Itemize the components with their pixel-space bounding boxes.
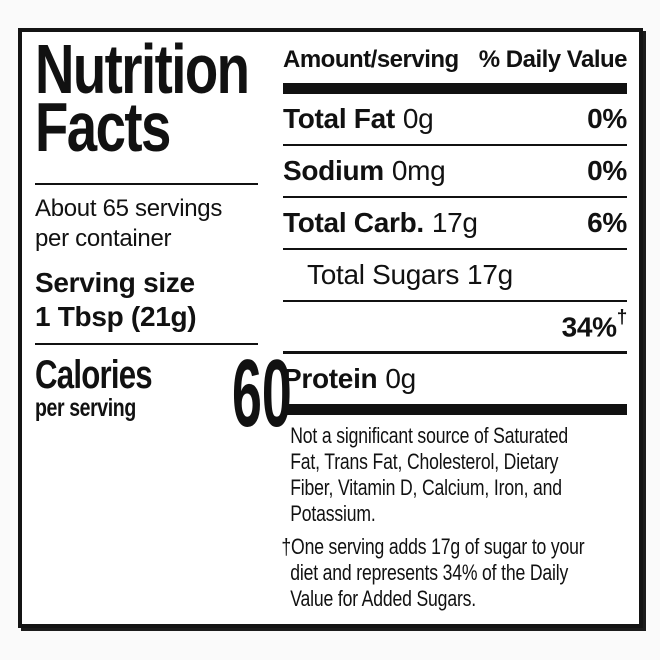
footnote-line: †One serving adds 17g of sugar to your: [281, 534, 584, 560]
title-divider: [35, 183, 258, 185]
column-headers: Amount/serving % Daily Value: [283, 32, 628, 74]
percent-daily-value-header: % Daily Value: [478, 46, 628, 73]
left-column: Nutrition Facts About 65 servings per co…: [35, 30, 292, 442]
serving-size-divider: [35, 343, 258, 345]
nutrient-amount: 0g: [402, 103, 434, 134]
nutrient-row-total-fat: Total Fat 0g 0%: [283, 94, 627, 146]
nutrient-amount: 0g: [385, 363, 416, 394]
thick-bar-bottom: [283, 404, 627, 415]
amount-per-serving-header: Amount/serving: [283, 46, 459, 73]
nutrient-name: Total Carb.: [283, 207, 424, 238]
nutrient-name: Total Fat: [283, 103, 395, 134]
added-sugars-daily-value: 34%†: [561, 306, 628, 343]
serving-size-label: Serving size: [35, 267, 195, 298]
calories-value: 60: [231, 340, 292, 447]
calories-per-serving-label: per serving: [35, 394, 136, 422]
footnote-line-text: One serving adds 17g of sugar to your: [291, 534, 585, 559]
nutrition-facts-label: Nutrition Facts About 65 servings per co…: [18, 28, 643, 628]
nutrient-daily-value: 6%: [587, 207, 627, 238]
footnote-line: diet and represents 34% of the Daily: [290, 560, 569, 585]
serving-size-value: 1 Tbsp (21g): [35, 301, 197, 332]
nutrient-row-total-carb: Total Carb. 17g 6%: [283, 198, 627, 250]
footnote-line: Fat, Trans Fat, Cholesterol, Dietary: [290, 449, 559, 474]
nutrient-amount: 17g: [431, 207, 478, 238]
footnote-line: Potassium.: [290, 501, 376, 526]
nutrient-name: Sodium: [283, 155, 384, 186]
nutrient-amount: 0mg: [391, 155, 446, 186]
nutrient-amount: 17g: [467, 259, 513, 290]
nutrient-daily-value: 0%: [587, 155, 627, 186]
dagger-superscript: †: [616, 306, 628, 328]
right-column: Amount/serving % Daily Value Total Fat 0…: [281, 32, 628, 612]
footnotes: Not a significant source of Saturated Fa…: [281, 423, 584, 612]
added-sugars-percent: 34%: [561, 311, 617, 343]
calories-label-block: Calories per serving: [35, 353, 153, 422]
footnote-line: Fiber, Vitamin D, Calcium, Iron, and: [290, 475, 562, 500]
dagger-mark: †: [281, 534, 292, 559]
nutrient-row-sodium: Sodium 0mg 0%: [283, 146, 627, 198]
title-line-2: Facts: [35, 88, 171, 166]
servings-line-1: About 65 servings: [35, 195, 223, 222]
nutrient-row-protein: Protein 0g: [283, 354, 627, 404]
serving-size: Serving size 1 Tbsp (21g): [35, 266, 263, 334]
nutrition-facts-title: Nutrition Facts: [35, 30, 250, 166]
calories-label: Calories: [35, 353, 153, 397]
footnote-not-significant: Not a significant source of Saturated Fa…: [290, 423, 568, 527]
footnote-line: Value for Added Sugars.: [290, 586, 477, 611]
footnote-added-sugars: †One serving adds 17g of sugar to your d…: [281, 534, 584, 612]
nutrient-name: Protein: [283, 363, 378, 394]
servings-per-container: About 65 servings per container: [35, 194, 263, 254]
thick-bar-top: [283, 83, 627, 94]
nutrient-row-added-sugars-dv: 34%†: [283, 302, 627, 354]
servings-line-2: per container: [35, 225, 172, 252]
calories-row: Calories per serving 60: [35, 346, 292, 442]
nutrient-daily-value: 0%: [587, 103, 627, 134]
nutrient-row-total-sugars: Total Sugars 17g: [283, 250, 627, 302]
nutrient-name: Total Sugars: [307, 259, 460, 290]
footnote-line: Not a significant source of Saturated: [290, 423, 568, 448]
title-line-1: Nutrition: [35, 30, 250, 108]
